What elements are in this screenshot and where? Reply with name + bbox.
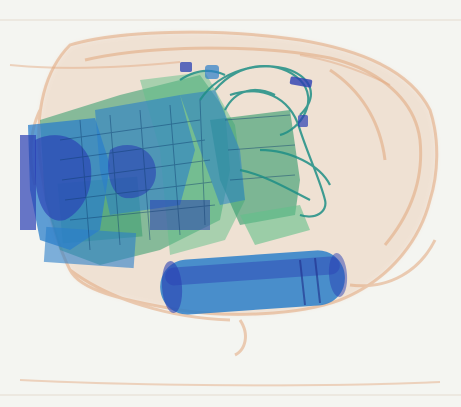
- dense-components: [20, 90, 245, 269]
- circuit-texture: [59, 99, 296, 251]
- scan-artifacts: [0, 19, 461, 396]
- cables: [179, 64, 331, 218]
- bag-handle: [9, 54, 441, 387]
- cylinder-object: [160, 250, 348, 315]
- connectors: [180, 62, 313, 127]
